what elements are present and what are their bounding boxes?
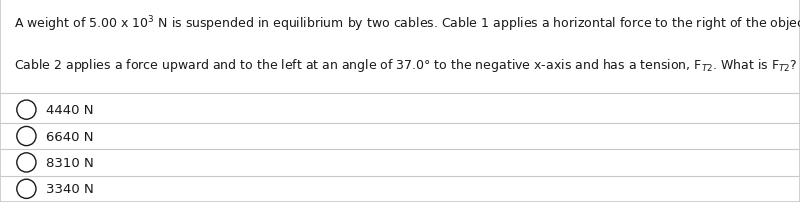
Text: 4440 N: 4440 N: [46, 104, 93, 117]
Text: Cable 2 applies a force upward and to the left at an angle of 37.0° to the negat: Cable 2 applies a force upward and to th…: [14, 57, 798, 74]
Text: 8310 N: 8310 N: [46, 156, 94, 169]
Text: A weight of 5.00 x 10$^3$ N is suspended in equilibrium by two cables. Cable 1 a: A weight of 5.00 x 10$^3$ N is suspended…: [14, 14, 800, 34]
Text: 6640 N: 6640 N: [46, 130, 93, 143]
Text: 3340 N: 3340 N: [46, 182, 94, 195]
